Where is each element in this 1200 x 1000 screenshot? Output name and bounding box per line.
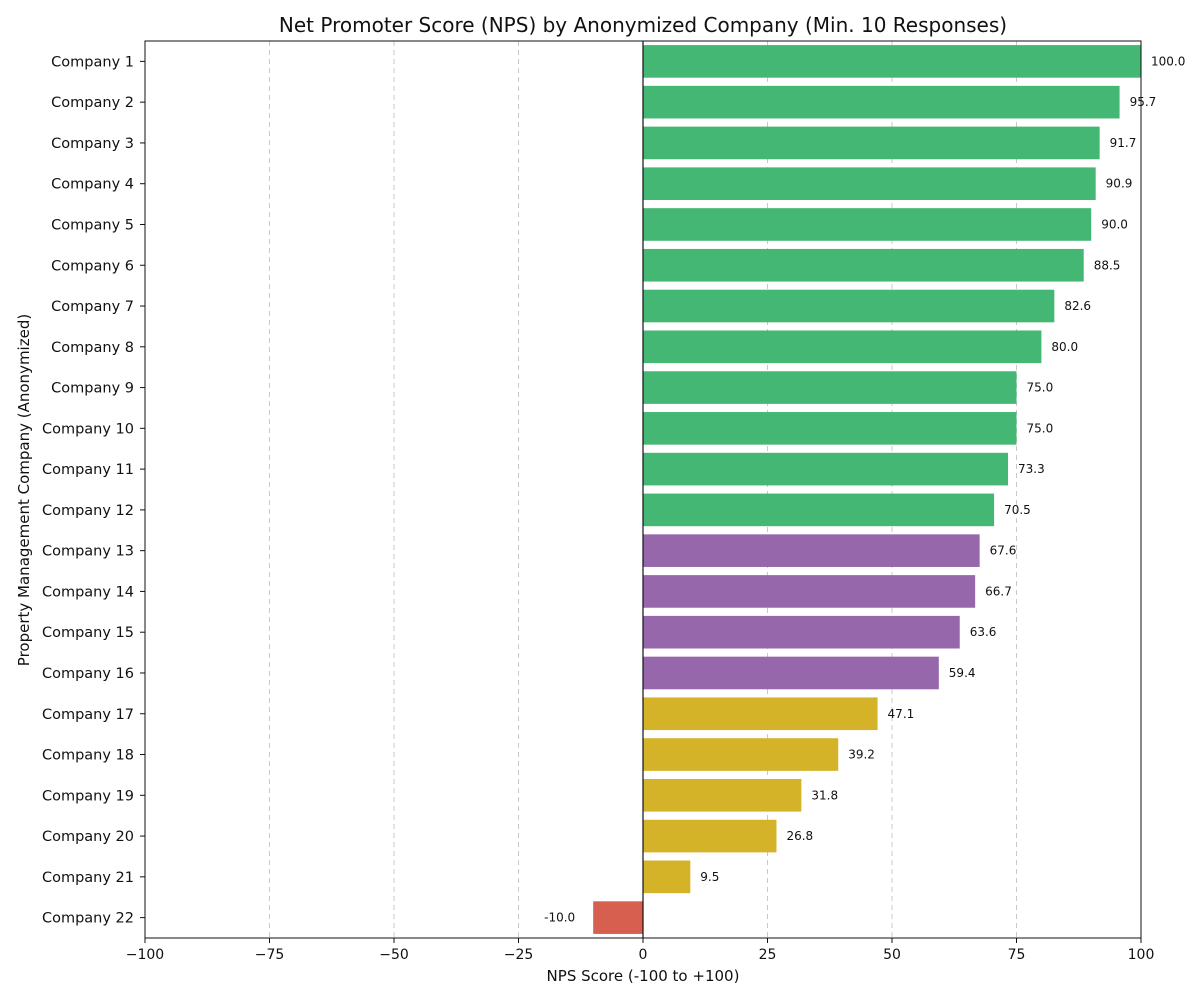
data-label: -10.0: [544, 911, 575, 925]
category-label: Company 21: [42, 870, 134, 886]
category-label: Company 3: [51, 136, 134, 152]
x-axis-label: NPS Score (-100 to +100): [547, 967, 740, 985]
bar: [643, 126, 1100, 160]
x-tick-label: 0: [639, 947, 648, 963]
x-tick-label: 75: [1008, 947, 1026, 963]
category-label: Company 6: [51, 258, 134, 274]
category-label: Company 12: [42, 503, 134, 519]
bar: [643, 656, 939, 690]
category-label: Company 16: [42, 666, 134, 682]
bar: [643, 45, 1141, 78]
data-label: 63.6: [970, 625, 997, 639]
category-label: Company 19: [42, 788, 134, 804]
data-label: 9.5: [700, 870, 719, 884]
category-label: Company 22: [42, 911, 134, 927]
x-tick-label: −75: [255, 947, 285, 963]
bar: [643, 493, 995, 527]
bar: [643, 819, 777, 853]
x-tick-label: 50: [883, 947, 901, 963]
bar: [643, 167, 1096, 201]
category-label: Company 4: [51, 177, 134, 193]
category-label: Company 10: [42, 421, 134, 437]
category-label: Company 9: [51, 381, 134, 397]
data-label: 75.0: [1027, 421, 1054, 435]
chart-title: Net Promoter Score (NPS) by Anonymized C…: [279, 13, 1007, 37]
bar: [643, 615, 960, 649]
bar: [593, 901, 643, 934]
bar: [643, 778, 802, 812]
data-labels: 100.0 95.7 91.7 90.9 90.0 88.5 82.6 80.0 75.0 75.…: [544, 54, 1185, 924]
bars: [593, 45, 1141, 934]
data-label: 59.4: [949, 666, 976, 680]
bar: [643, 371, 1017, 404]
data-label: 47.1: [888, 707, 915, 721]
bar: [643, 289, 1055, 323]
x-tick-label: −25: [504, 947, 534, 963]
bar: [643, 738, 839, 771]
category-label: Company 11: [42, 462, 134, 478]
category-label: Company 8: [51, 340, 134, 356]
x-tick-label: −50: [379, 947, 409, 963]
category-label: Company 5: [51, 217, 134, 233]
data-label: 88.5: [1094, 258, 1121, 272]
bar: [643, 330, 1042, 364]
bar: [643, 248, 1084, 282]
x-tick-label: −100: [126, 947, 164, 963]
y-axis-categories: Company 1 Company 2 Company 3 Company 4 Comp…: [42, 54, 145, 927]
data-label: 70.5: [1004, 503, 1031, 517]
data-label: 82.6: [1064, 299, 1091, 313]
data-label: 67.6: [990, 544, 1017, 558]
bar: [643, 534, 980, 567]
category-label: Company 1: [51, 54, 134, 70]
data-label: 90.9: [1106, 177, 1133, 191]
bar: [643, 575, 976, 608]
data-label: 39.2: [848, 748, 875, 762]
bar: [643, 412, 1017, 445]
data-label: 26.8: [786, 829, 813, 843]
category-label: Company 13: [42, 544, 134, 560]
data-label: 73.3: [1018, 462, 1045, 476]
category-label: Company 7: [51, 299, 134, 315]
data-label: 95.7: [1130, 95, 1157, 109]
bar: [643, 85, 1120, 119]
x-tick-label: 100: [1128, 947, 1155, 963]
bar: [643, 860, 691, 894]
category-label: Company 2: [51, 95, 134, 111]
data-label: 31.8: [811, 788, 838, 802]
category-label: Company 15: [42, 625, 134, 641]
category-label: Company 14: [42, 584, 134, 600]
data-label: 66.7: [985, 584, 1012, 598]
bar: [643, 452, 1009, 486]
data-label: 90.0: [1101, 217, 1128, 231]
category-label: Company 20: [42, 829, 134, 845]
bar: [643, 697, 878, 731]
x-tick-label: 25: [759, 947, 777, 963]
category-label: Company 17: [42, 707, 134, 723]
data-label: 100.0: [1151, 54, 1185, 68]
data-label: 91.7: [1110, 136, 1137, 150]
data-label: 80.0: [1051, 340, 1078, 354]
data-label: 75.0: [1027, 381, 1054, 395]
x-axis-ticks: −100 −75 −50 −25 0 25 50 75 100: [126, 938, 1155, 963]
y-axis-label: Property Management Company (Anonymized): [15, 314, 33, 666]
bar: [643, 208, 1092, 241]
category-label: Company 18: [42, 748, 134, 764]
